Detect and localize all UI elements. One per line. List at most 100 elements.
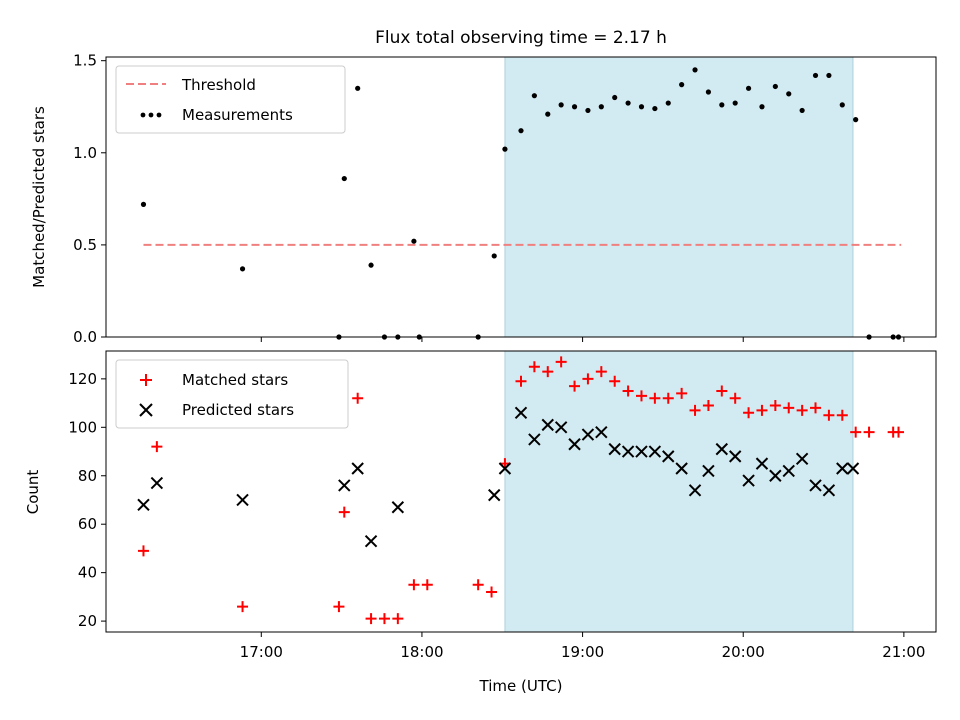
predicted-point	[391, 501, 405, 514]
predicted-point	[541, 418, 554, 432]
y-tick-label: 20	[78, 612, 97, 630]
predicted-point	[809, 479, 822, 492]
top-x-ticks	[260, 337, 905, 342]
predicted-point	[635, 445, 648, 458]
predicted-point	[338, 479, 351, 492]
bottom-x-axis: 17:00 18:00 19:00 20:00 21:00	[240, 632, 925, 661]
measurement-point	[812, 72, 819, 79]
matched-point	[595, 366, 607, 378]
predicted-point	[742, 474, 755, 487]
matched-point	[515, 375, 527, 387]
predicted-point	[795, 452, 809, 466]
matched-point	[392, 613, 404, 625]
measurement-point	[665, 100, 671, 106]
y-tick-label: 80	[78, 467, 97, 485]
legend-threshold-label: Threshold	[181, 76, 256, 94]
x-tick-label: 18:00	[400, 643, 443, 661]
predicted-point	[528, 433, 541, 446]
matched-point	[893, 426, 905, 438]
measurement-point	[368, 262, 374, 268]
matched-point	[836, 409, 848, 421]
predicted-point	[782, 464, 795, 478]
measurement-point	[786, 91, 792, 97]
measurement-point	[558, 102, 564, 108]
matched-point	[486, 586, 498, 598]
predicted-point	[702, 464, 715, 478]
matched-point	[622, 385, 634, 397]
legend-predicted-label: Predicted stars	[182, 401, 294, 419]
y-tick-label: 100	[68, 418, 97, 436]
matched-point	[850, 426, 862, 438]
matched-point	[569, 380, 581, 392]
measurement-point	[652, 105, 658, 112]
matched-point	[635, 390, 647, 402]
predicted-point	[715, 442, 729, 456]
legend-measurement-dot	[156, 112, 162, 118]
matched-point	[542, 366, 554, 378]
matched-point	[582, 373, 594, 385]
top-y-axis-label: Matched/Predicted stars	[30, 106, 48, 288]
measurement-point	[531, 93, 537, 99]
predicted-point	[675, 462, 688, 475]
x-axis-label: Time (UTC)	[479, 677, 563, 695]
measurement-point	[732, 100, 738, 106]
matched-point	[472, 579, 484, 591]
matched-point	[555, 356, 567, 368]
matched-point	[863, 426, 875, 438]
matched-point	[237, 601, 249, 613]
measurement-point	[799, 107, 805, 114]
matched-point	[810, 402, 822, 414]
legend-matched-marker	[140, 374, 152, 386]
matched-points	[137, 356, 905, 625]
matched-point	[421, 579, 433, 591]
x-tick-label: 21:00	[882, 643, 925, 661]
measurement-point	[355, 85, 361, 91]
matched-point	[378, 613, 390, 625]
measurement-point	[719, 102, 725, 108]
measurement-point	[239, 266, 246, 272]
matched-point	[662, 392, 674, 404]
predicted-point	[488, 488, 501, 502]
measurement-point	[545, 111, 551, 117]
predicted-point	[728, 450, 742, 463]
bottom-legend-box	[115, 359, 349, 429]
predicted-point	[568, 438, 581, 451]
legend-measurement-dot	[140, 112, 146, 118]
matched-point	[716, 385, 728, 397]
predicted-point	[554, 421, 568, 434]
measurement-point	[612, 94, 618, 101]
bottom-plot-frame	[105, 350, 937, 633]
measurement-point	[745, 85, 752, 91]
matched-point	[365, 613, 377, 625]
y-tick-label: 0.0	[73, 328, 97, 346]
legend-measurements-label: Measurements	[182, 106, 293, 124]
matched-point	[137, 545, 149, 557]
x-tick-label: 19:00	[561, 643, 604, 661]
chart-title: Flux total observing time = 2.17 h	[375, 28, 667, 48]
predicted-point	[769, 469, 782, 482]
predicted-point	[236, 493, 249, 507]
bottom-legend: Matched stars Predicted stars	[115, 359, 349, 429]
matched-point	[702, 400, 714, 412]
y-tick-label: 1.0	[73, 144, 97, 162]
measurement-point	[502, 146, 508, 152]
measurement-point	[598, 104, 604, 110]
matched-point	[769, 400, 781, 412]
matched-point	[783, 402, 795, 414]
measurement-point	[341, 175, 347, 182]
predicted-point	[846, 462, 860, 475]
measurement-point	[853, 117, 859, 123]
measurement-point	[772, 83, 778, 90]
legend-matched-label: Matched stars	[182, 371, 288, 389]
matched-point	[756, 404, 768, 416]
bottom-y-axis-label: Count	[24, 470, 42, 515]
y-tick-label: 60	[78, 515, 97, 533]
predicted-point	[150, 476, 164, 490]
matched-point	[689, 404, 701, 416]
predicted-point	[514, 406, 528, 419]
matched-point	[151, 441, 163, 453]
matched-point	[333, 601, 345, 613]
legend-measurement-dot	[148, 112, 154, 118]
predicted-point	[364, 534, 378, 548]
